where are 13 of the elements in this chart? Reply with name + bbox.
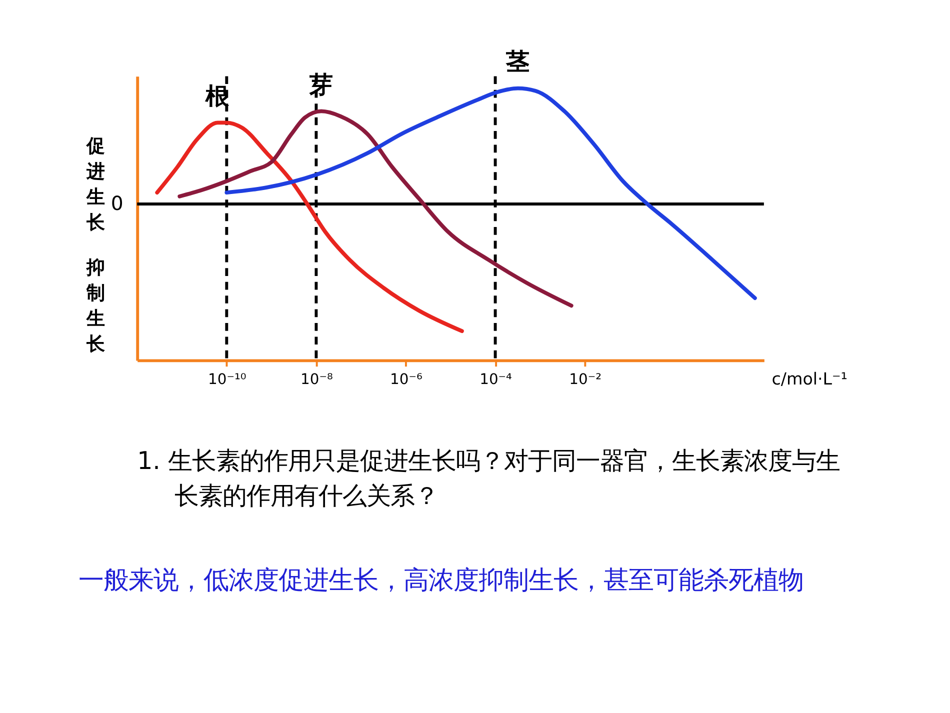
x-tick-label: 10⁻⁴ — [480, 371, 512, 388]
x-tick-label: 10⁻¹⁰ — [208, 371, 246, 388]
x-tick-label: 10⁻² — [569, 371, 602, 388]
series-label: 茎 — [504, 48, 530, 76]
x-axis-title: c/mol·L⁻¹ — [772, 370, 848, 389]
ref-line-label: 0 — [110, 192, 124, 215]
text: 抑制生长 — [85, 257, 106, 355]
text: 促进生长 — [85, 136, 106, 234]
x-tick-label: 10⁻⁶ — [390, 371, 423, 388]
series-label: 根 — [204, 82, 231, 110]
text: 一般来说，低浓度促进生长，高浓度抑制生长，甚至可能杀死植物 — [78, 565, 804, 596]
text: 1. 生长素的作用只是促进生长吗？对于同一器官，生长素浓度与生长素的作用有什么关系？ — [137, 446, 840, 510]
x-tick-label: 10⁻⁸ — [300, 371, 333, 388]
